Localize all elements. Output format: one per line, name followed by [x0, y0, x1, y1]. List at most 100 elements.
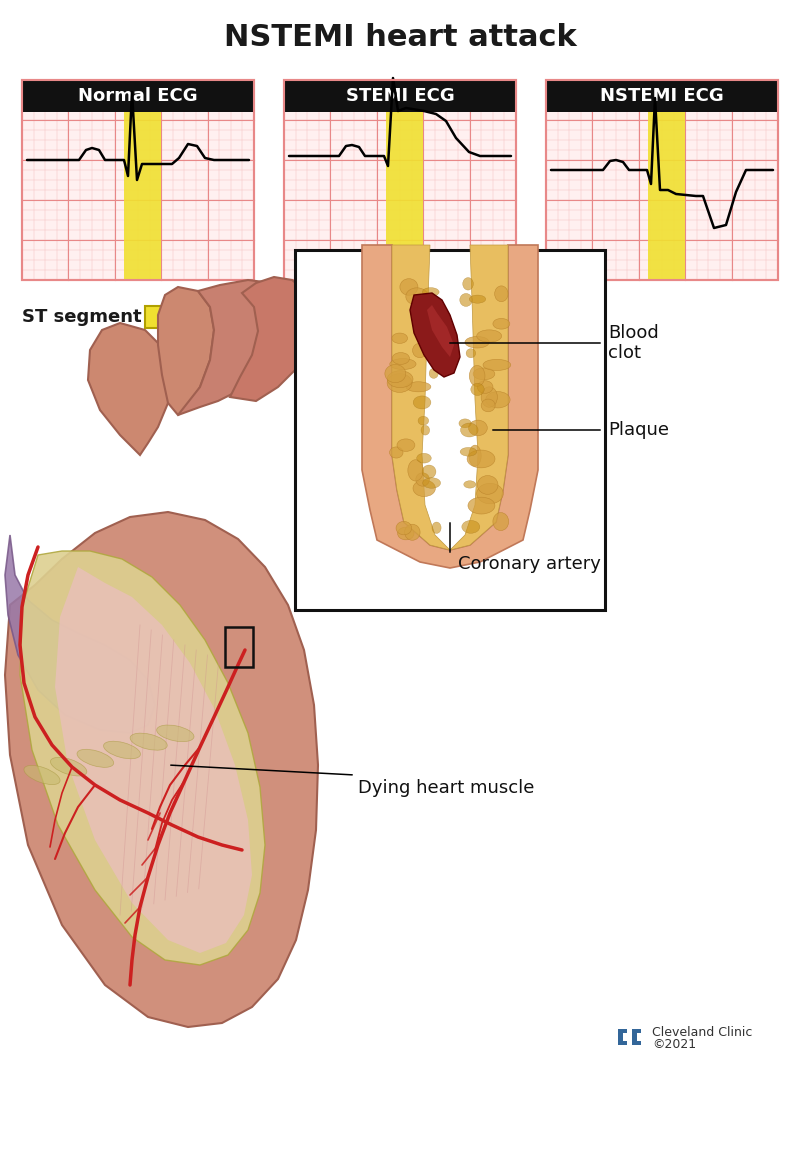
- Polygon shape: [410, 293, 460, 377]
- Ellipse shape: [470, 295, 486, 304]
- Ellipse shape: [413, 343, 427, 358]
- Ellipse shape: [387, 371, 413, 388]
- Polygon shape: [178, 280, 298, 415]
- Ellipse shape: [486, 392, 510, 408]
- Text: Coronary artery: Coronary artery: [458, 556, 601, 573]
- Polygon shape: [295, 285, 392, 351]
- Ellipse shape: [464, 480, 476, 489]
- Ellipse shape: [477, 330, 502, 342]
- Ellipse shape: [473, 368, 495, 380]
- Text: Blood
clot: Blood clot: [608, 323, 658, 363]
- Ellipse shape: [103, 742, 141, 759]
- Ellipse shape: [50, 758, 87, 776]
- Ellipse shape: [397, 439, 415, 452]
- Polygon shape: [362, 245, 538, 568]
- Polygon shape: [427, 305, 454, 357]
- Ellipse shape: [396, 521, 412, 535]
- Bar: [145, 306, 167, 328]
- Bar: [546, 80, 778, 112]
- Bar: [22, 80, 254, 112]
- Ellipse shape: [432, 522, 441, 534]
- Bar: [386, 80, 423, 280]
- Ellipse shape: [385, 365, 406, 382]
- Ellipse shape: [470, 383, 484, 395]
- Polygon shape: [230, 277, 316, 401]
- Bar: [618, 1029, 623, 1045]
- Ellipse shape: [494, 286, 508, 301]
- Bar: [124, 80, 161, 280]
- Bar: [632, 1029, 637, 1045]
- Text: Plaque: Plaque: [608, 422, 669, 439]
- Ellipse shape: [478, 476, 498, 494]
- Ellipse shape: [422, 465, 436, 478]
- Polygon shape: [88, 323, 170, 455]
- Ellipse shape: [493, 513, 509, 530]
- Bar: [284, 80, 516, 280]
- Text: Normal ECG: Normal ECG: [78, 87, 198, 105]
- Ellipse shape: [392, 352, 410, 365]
- Ellipse shape: [408, 460, 423, 480]
- Polygon shape: [5, 512, 318, 1027]
- Ellipse shape: [460, 447, 477, 456]
- Ellipse shape: [483, 359, 510, 371]
- Ellipse shape: [24, 766, 60, 784]
- Ellipse shape: [417, 453, 431, 463]
- Bar: [632, 1041, 641, 1045]
- Polygon shape: [392, 245, 450, 550]
- Ellipse shape: [387, 374, 412, 393]
- Bar: [546, 80, 778, 280]
- Ellipse shape: [462, 277, 474, 290]
- Ellipse shape: [416, 472, 430, 486]
- Bar: [22, 80, 254, 280]
- Bar: [284, 80, 516, 280]
- Text: NSTEMI heart attack: NSTEMI heart attack: [224, 22, 576, 52]
- Bar: [546, 80, 778, 280]
- Ellipse shape: [390, 447, 403, 459]
- Ellipse shape: [462, 521, 480, 534]
- Ellipse shape: [469, 445, 481, 467]
- Ellipse shape: [466, 349, 476, 358]
- Ellipse shape: [406, 382, 431, 392]
- Bar: [632, 1029, 641, 1033]
- Text: ©2021: ©2021: [652, 1038, 696, 1051]
- Bar: [295, 249, 605, 610]
- Ellipse shape: [470, 365, 485, 386]
- Ellipse shape: [429, 368, 438, 379]
- Polygon shape: [450, 245, 508, 550]
- Bar: [22, 80, 254, 280]
- Ellipse shape: [477, 483, 503, 504]
- Bar: [618, 1029, 627, 1033]
- Ellipse shape: [478, 381, 493, 394]
- Ellipse shape: [460, 293, 472, 306]
- Ellipse shape: [465, 336, 490, 348]
- Ellipse shape: [467, 450, 495, 468]
- Bar: [648, 80, 685, 280]
- Polygon shape: [158, 286, 214, 415]
- Ellipse shape: [418, 416, 429, 425]
- Polygon shape: [20, 551, 265, 964]
- Ellipse shape: [422, 288, 439, 297]
- Ellipse shape: [398, 527, 414, 539]
- Ellipse shape: [414, 396, 431, 409]
- Text: STEMI ECG: STEMI ECG: [346, 87, 454, 105]
- Ellipse shape: [130, 733, 167, 751]
- Ellipse shape: [481, 387, 498, 408]
- Ellipse shape: [422, 478, 441, 489]
- Text: Cleveland Clinic: Cleveland Clinic: [652, 1027, 752, 1040]
- Ellipse shape: [400, 278, 418, 296]
- Ellipse shape: [392, 333, 407, 343]
- Bar: [618, 1041, 627, 1045]
- Ellipse shape: [406, 288, 428, 305]
- Ellipse shape: [421, 425, 430, 435]
- Ellipse shape: [413, 480, 435, 497]
- Polygon shape: [5, 535, 155, 733]
- Text: Dying heart muscle: Dying heart muscle: [358, 778, 534, 797]
- Ellipse shape: [390, 358, 416, 370]
- Text: ST segment: ST segment: [22, 308, 142, 326]
- Bar: [284, 80, 516, 112]
- Polygon shape: [55, 567, 252, 953]
- Text: NSTEMI ECG: NSTEMI ECG: [600, 87, 724, 105]
- Ellipse shape: [469, 420, 487, 435]
- Ellipse shape: [430, 348, 446, 358]
- Bar: [225, 627, 253, 666]
